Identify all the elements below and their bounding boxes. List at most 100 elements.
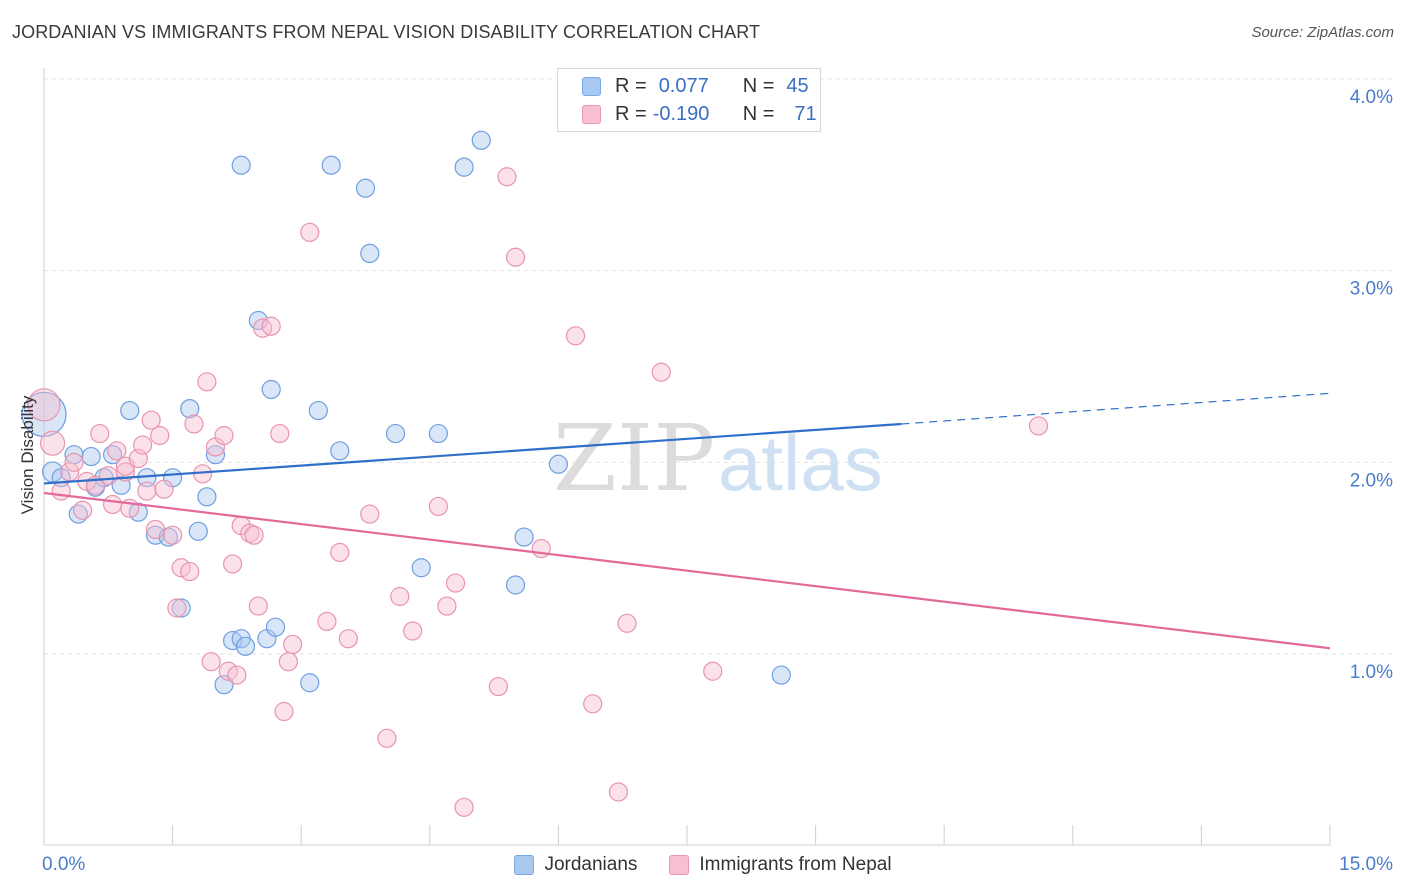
legend-item-nepal[interactable]: Immigrants from Nepal [669, 854, 892, 876]
data-point-jordanians [261, 379, 281, 400]
data-point-jordanians [300, 673, 320, 693]
legend-r-label: R = [615, 74, 647, 97]
data-point-nepal [145, 519, 166, 540]
data-point-nepal [163, 525, 183, 545]
data-point-jordanians [330, 441, 350, 461]
data-point-nepal [137, 481, 157, 501]
tick-labels: 1.0% 2.0% 3.0% 4.0% 0.0% 15.0% [42, 87, 1393, 875]
data-point-nepal [184, 414, 204, 434]
data-point-jordanians [360, 243, 380, 264]
y-axis-label: Vision Disability [18, 395, 37, 514]
data-point-nepal [214, 425, 234, 446]
data-point-nepal [608, 782, 629, 802]
data-point-jordanians [514, 527, 534, 547]
data-point-jordanians [411, 558, 431, 578]
data-point-nepal [278, 652, 298, 672]
y-tick-label: 4.0% [1350, 87, 1393, 108]
legend-label-nepal: Immigrants from Nepal [699, 854, 892, 875]
data-point-jordanians [120, 400, 140, 421]
y-tick-label: 3.0% [1350, 279, 1393, 300]
data-point-nepal [360, 504, 380, 524]
legend-swatch-pink [669, 855, 690, 875]
data-point-nepal [497, 167, 517, 187]
data-point-nepal [167, 598, 187, 618]
data-point-nepal [51, 481, 71, 501]
data-point-jordanians [21, 391, 67, 438]
trend-line-jordanians-extension [901, 392, 1331, 425]
legend-swatch-blue [582, 76, 601, 96]
legend-label-jordanians: Jordanians [544, 854, 638, 875]
series-nepal [27, 167, 1049, 817]
source-credit: Source: ZipAtlas.com [1251, 24, 1394, 41]
data-point-nepal [261, 316, 281, 336]
data-point-nepal [428, 496, 448, 517]
data-point-nepal [248, 596, 268, 616]
y-tick-label: 2.0% [1350, 470, 1393, 491]
legend-swatch-pink [582, 104, 601, 124]
data-point-nepal [317, 611, 337, 632]
data-point-jordanians [265, 617, 286, 637]
data-point-nepal [651, 362, 671, 382]
watermark: ZIP atlas [553, 405, 883, 512]
data-point-nepal [617, 613, 637, 633]
legend-n-value: 71 [794, 102, 817, 125]
data-point-jordanians [385, 423, 406, 444]
watermark-zip: ZIP [553, 405, 715, 512]
data-point-nepal [488, 676, 508, 697]
series-legend: Jordanians Immigrants from Nepal [0, 852, 1406, 878]
data-point-nepal [90, 423, 110, 444]
data-point-nepal [141, 410, 161, 430]
data-point-nepal [64, 452, 84, 472]
data-point-nepal [454, 797, 474, 817]
legend-r-value: 0.077 [658, 74, 709, 97]
legend-n-value: 45 [786, 74, 809, 97]
axes [43, 68, 1331, 846]
data-point-nepal [283, 634, 303, 655]
gridlines [44, 78, 1392, 655]
legend-n-label: N = [742, 102, 775, 125]
data-point-nepal [390, 586, 410, 607]
data-point-jordanians [321, 155, 341, 175]
data-point-nepal [703, 661, 723, 681]
data-point-nepal [583, 694, 603, 714]
data-point-jordanians [205, 445, 226, 465]
data-point-nepal [154, 479, 174, 499]
data-point-nepal [201, 652, 221, 672]
data-point-nepal [227, 665, 247, 685]
x-tick-label: 15.0% [1339, 854, 1393, 875]
data-point-nepal [274, 701, 294, 722]
data-point-jordanians [548, 454, 569, 474]
chart-title: JORDANIAN VS IMMIGRANTS FROM NEPAL VISIO… [12, 22, 761, 42]
data-point-jordanians [81, 446, 101, 467]
legend-swatch-blue [514, 855, 535, 875]
data-point-nepal [1028, 416, 1049, 436]
data-point-nepal [39, 430, 66, 456]
data-point-jordanians [180, 399, 200, 419]
data-point-nepal [150, 425, 170, 446]
data-point-nepal [244, 525, 264, 545]
data-point-nepal [445, 573, 466, 593]
data-point-nepal [330, 542, 350, 563]
stats-legend: R = 0.077 N = 45 R = -0.190 N = 71 [557, 68, 821, 132]
x-tick-label: 0.0% [42, 854, 85, 875]
data-point-jordanians [454, 157, 474, 177]
legend-r-label: R = [615, 102, 647, 125]
data-point-jordanians [231, 155, 251, 175]
data-point-nepal [180, 561, 200, 582]
data-point-nepal [102, 494, 123, 515]
trend-lines [43, 392, 1331, 650]
legend-r-value: -0.190 [652, 102, 710, 125]
data-point-nepal [197, 372, 217, 392]
data-point-nepal [505, 247, 526, 267]
data-point-jordanians [355, 178, 376, 198]
data-point-jordanians [471, 130, 491, 150]
data-point-nepal [132, 435, 153, 455]
data-point-nepal [300, 222, 320, 242]
watermark-atlas: atlas [718, 419, 883, 507]
legend-row-nepal: R = -0.190 N = 71 [558, 100, 817, 128]
data-point-nepal [377, 728, 397, 748]
data-point-jordanians [505, 575, 526, 595]
y-tick-label: 1.0% [1350, 662, 1393, 683]
legend-item-jordanians[interactable]: Jordanians [514, 854, 637, 876]
data-point-nepal [72, 500, 93, 520]
